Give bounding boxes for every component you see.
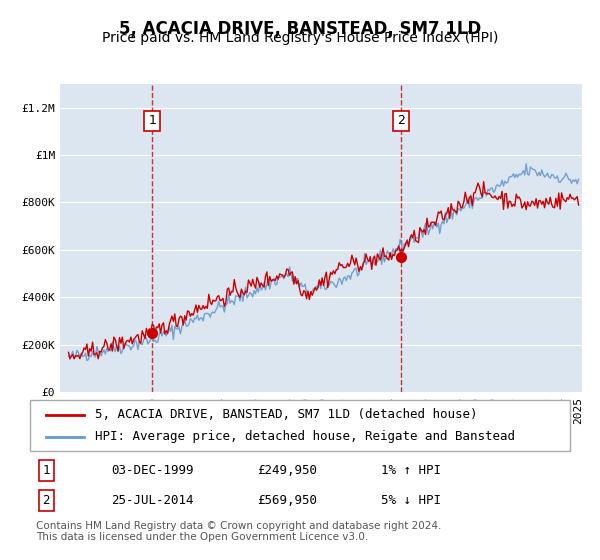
Text: 1: 1	[43, 464, 50, 477]
Text: £569,950: £569,950	[257, 494, 317, 507]
Text: 1% ↑ HPI: 1% ↑ HPI	[381, 464, 441, 477]
Text: HPI: Average price, detached house, Reigate and Banstead: HPI: Average price, detached house, Reig…	[95, 430, 515, 443]
Text: 2: 2	[43, 494, 50, 507]
Text: 2: 2	[397, 114, 405, 128]
Text: 1: 1	[148, 114, 156, 128]
Text: 5, ACACIA DRIVE, BANSTEAD, SM7 1LD (detached house): 5, ACACIA DRIVE, BANSTEAD, SM7 1LD (deta…	[95, 408, 478, 421]
Text: Contains HM Land Registry data © Crown copyright and database right 2024.: Contains HM Land Registry data © Crown c…	[36, 521, 442, 531]
Text: 5, ACACIA DRIVE, BANSTEAD, SM7 1LD: 5, ACACIA DRIVE, BANSTEAD, SM7 1LD	[119, 20, 481, 38]
Text: Price paid vs. HM Land Registry's House Price Index (HPI): Price paid vs. HM Land Registry's House …	[102, 31, 498, 45]
Text: This data is licensed under the Open Government Licence v3.0.: This data is licensed under the Open Gov…	[36, 533, 368, 543]
FancyBboxPatch shape	[30, 400, 570, 451]
Text: £249,950: £249,950	[257, 464, 317, 477]
Text: 03-DEC-1999: 03-DEC-1999	[111, 464, 193, 477]
Text: 5% ↓ HPI: 5% ↓ HPI	[381, 494, 441, 507]
Text: 25-JUL-2014: 25-JUL-2014	[111, 494, 193, 507]
